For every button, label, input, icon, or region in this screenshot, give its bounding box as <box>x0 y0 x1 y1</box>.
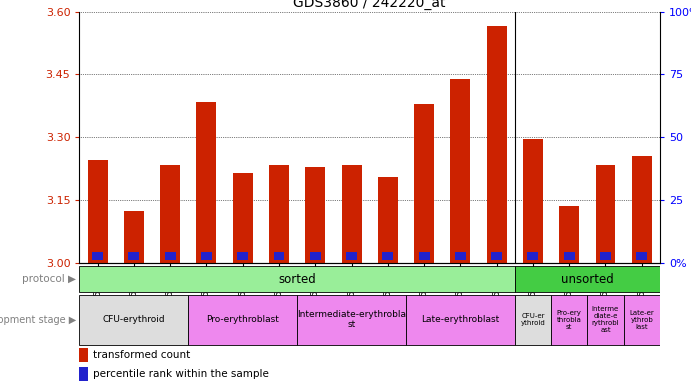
Bar <box>419 252 430 260</box>
Bar <box>382 252 393 260</box>
Bar <box>636 252 647 260</box>
Bar <box>455 252 466 260</box>
Bar <box>632 156 652 263</box>
Bar <box>79 348 88 362</box>
Text: CFU-erythroid: CFU-erythroid <box>102 315 165 324</box>
Bar <box>515 266 660 292</box>
Bar <box>346 252 357 260</box>
Text: Pro-ery
throbla
st: Pro-ery throbla st <box>557 310 582 330</box>
Text: CFU-er
ythroid: CFU-er ythroid <box>520 313 545 326</box>
Bar <box>164 252 176 260</box>
Bar <box>274 252 285 260</box>
Bar <box>414 104 434 263</box>
Title: GDS3860 / 242220_at: GDS3860 / 242220_at <box>294 0 446 10</box>
Text: Late-erythroblast: Late-erythroblast <box>422 315 500 324</box>
Bar <box>237 252 248 260</box>
Bar <box>341 164 361 263</box>
Text: unsorted: unsorted <box>561 273 614 286</box>
Text: Interme
diate-e
rythrobl
ast: Interme diate-e rythrobl ast <box>591 306 619 333</box>
Bar <box>587 295 623 344</box>
Bar <box>269 164 289 263</box>
Text: protocol ▶: protocol ▶ <box>22 274 76 285</box>
Bar <box>491 252 502 260</box>
Bar <box>129 252 140 260</box>
Bar <box>406 295 515 344</box>
Bar <box>233 173 253 263</box>
Bar <box>196 102 216 263</box>
Bar <box>600 252 611 260</box>
Text: Late-er
ythrob
last: Late-er ythrob last <box>630 310 654 330</box>
Bar <box>88 161 108 263</box>
Bar <box>559 207 579 263</box>
Bar <box>79 367 88 381</box>
Bar <box>297 295 406 344</box>
Text: sorted: sorted <box>278 273 316 286</box>
Bar <box>596 164 616 263</box>
Bar <box>160 164 180 263</box>
Bar <box>451 79 471 263</box>
Bar <box>564 252 575 260</box>
Bar <box>523 139 543 263</box>
Bar <box>486 26 507 263</box>
Bar <box>378 177 398 263</box>
Bar <box>310 252 321 260</box>
Text: Intermediate-erythrobla
st: Intermediate-erythrobla st <box>297 310 406 329</box>
Bar <box>79 295 188 344</box>
Bar <box>201 252 212 260</box>
Bar <box>124 211 144 263</box>
Bar <box>623 295 660 344</box>
Bar <box>92 252 103 260</box>
Text: percentile rank within the sample: percentile rank within the sample <box>93 369 269 379</box>
Text: development stage ▶: development stage ▶ <box>0 314 76 325</box>
Text: transformed count: transformed count <box>93 350 191 360</box>
Bar <box>79 266 515 292</box>
Bar <box>515 295 551 344</box>
Bar <box>188 295 297 344</box>
Bar <box>527 252 538 260</box>
Bar <box>305 167 325 263</box>
Text: Pro-erythroblast: Pro-erythroblast <box>207 315 279 324</box>
Bar <box>551 295 587 344</box>
